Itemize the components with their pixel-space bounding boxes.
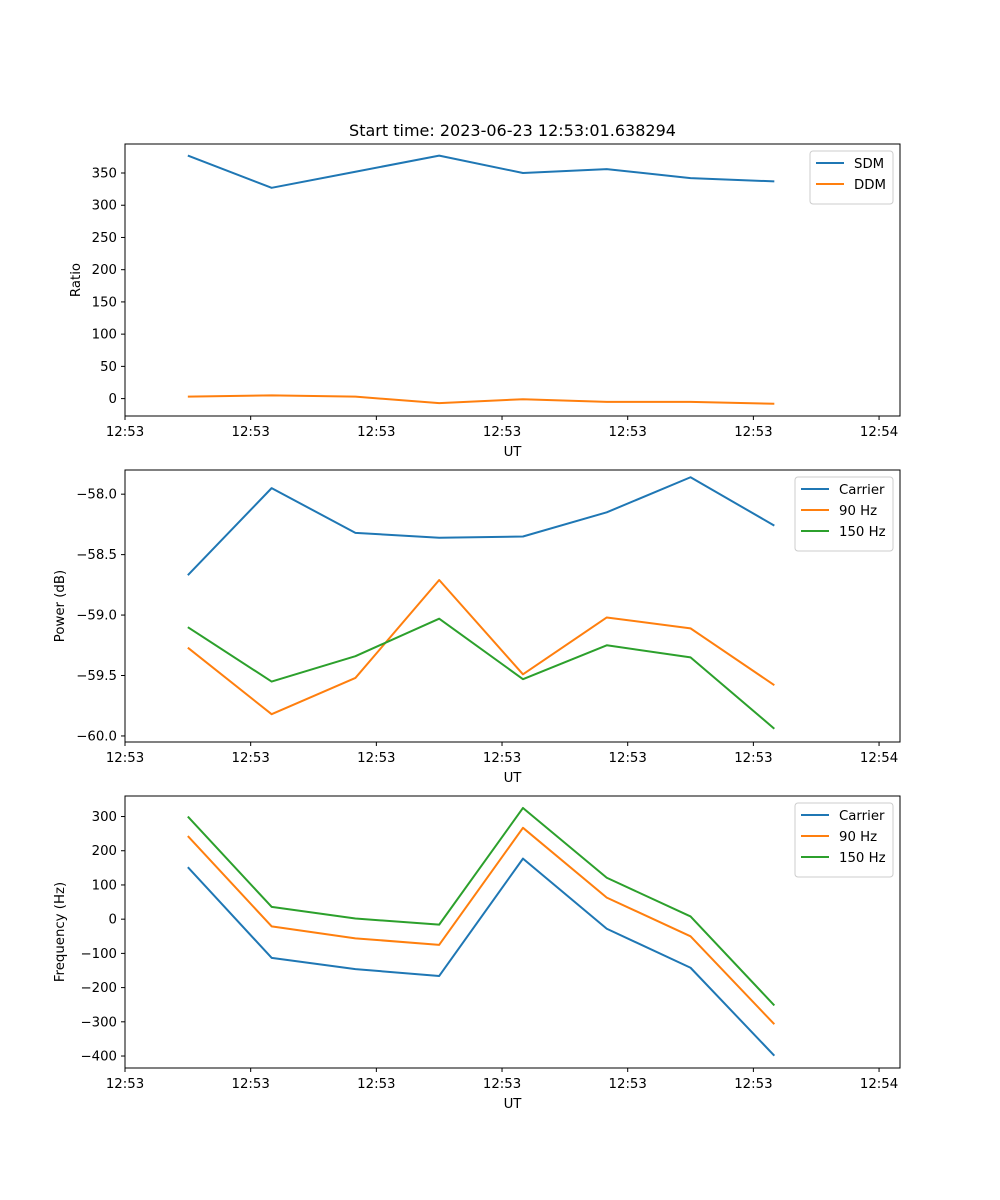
series-line-90-hz	[187, 826, 776, 1025]
x-axis-label: UT	[504, 445, 523, 460]
axes-frame	[124, 795, 901, 1069]
y-tick-label: 300	[92, 199, 117, 214]
legend-label: SDM	[854, 157, 884, 172]
y-tick-label: 0	[109, 392, 117, 407]
legend-box	[794, 802, 894, 878]
series-line-carrier	[187, 476, 775, 576]
y-tick-label: −58.0	[76, 488, 117, 503]
y-tick-label: −100	[80, 947, 117, 962]
y-tick-label: 0	[109, 913, 117, 928]
series-line-150-hz	[187, 617, 775, 730]
x-tick-label: 12:53	[609, 425, 647, 440]
x-tick-label: 12:53	[106, 751, 144, 766]
legend: SDM DDM	[809, 150, 894, 205]
series-line-90-hz	[187, 579, 775, 716]
y-tick-label: −400	[80, 1050, 117, 1065]
legend-label: 90 Hz	[839, 830, 877, 845]
x-tick-label: 12:53	[483, 1077, 521, 1092]
series-line-150-hz	[187, 806, 776, 1007]
y-tick-label: 200	[92, 844, 117, 859]
x-axis-label: UT	[504, 771, 523, 786]
x-tick-label: 12:54	[860, 1077, 898, 1092]
y-tick-label: 350	[92, 167, 117, 182]
y-tick-label: −59.0	[76, 609, 117, 624]
subplot-2: 12:53 12:53 12:53 12:53 12:53 12:53 12:54 −58.0…	[53, 469, 901, 786]
x-tick-label: 12:53	[483, 751, 521, 766]
x-tick-label: 12:53	[106, 1077, 144, 1092]
legend-label: Carrier	[839, 809, 885, 824]
legend: Carrier 90 Hz 150 Hz	[794, 802, 894, 878]
y-tick-label: 100	[92, 328, 117, 343]
series-line-carrier	[187, 857, 776, 1057]
x-tick-label: 12:53	[232, 1077, 270, 1092]
y-tick-label: 200	[92, 263, 117, 278]
x-tick-label: 12:53	[609, 751, 647, 766]
legend-label: Carrier	[839, 483, 885, 498]
y-tick-label: 100	[92, 878, 117, 893]
legend: Carrier 90 Hz 150 Hz	[794, 476, 894, 552]
series-line-ddm	[187, 394, 775, 405]
x-tick-label: 12:53	[106, 425, 144, 440]
x-tick-label: 12:53	[734, 425, 772, 440]
x-tick-label: 12:53	[483, 425, 521, 440]
y-axis-label: Ratio	[69, 263, 84, 297]
axes-frame	[124, 143, 901, 417]
y-tick-label: 250	[92, 231, 117, 246]
y-tick-label: 300	[92, 810, 117, 825]
y-tick-label: −300	[80, 1015, 117, 1030]
x-tick-label: 12:53	[232, 751, 270, 766]
x-tick-label: 12:53	[357, 751, 395, 766]
legend-box	[794, 476, 894, 552]
y-tick-label: −200	[80, 981, 117, 996]
x-tick-label: 12:53	[357, 425, 395, 440]
subplot-3: 12:53 12:53 12:53 12:53 12:53 12:53 12:54 300 20…	[53, 795, 901, 1112]
x-tick-label: 12:53	[609, 1077, 647, 1092]
y-tick-label: −60.0	[76, 729, 117, 744]
y-axis-label: Power (dB)	[53, 570, 68, 642]
legend-box	[809, 150, 894, 205]
legend-label: DDM	[854, 178, 886, 193]
y-tick-label: 150	[92, 295, 117, 310]
x-tick-label: 12:53	[357, 1077, 395, 1092]
legend-label: 150 Hz	[839, 525, 886, 540]
y-tick-label: −59.5	[76, 669, 117, 684]
x-tick-label: 12:54	[860, 751, 898, 766]
legend-label: 90 Hz	[839, 504, 877, 519]
subplot-1: 12:53 12:53 12:53 12:53 12:53 12:53 12:54 0 50 10…	[69, 143, 901, 460]
x-tick-label: 12:54	[860, 425, 898, 440]
y-axis-label: Frequency (Hz)	[53, 882, 68, 982]
axes-frame	[124, 469, 901, 743]
x-tick-label: 12:53	[734, 751, 772, 766]
series-line-sdm	[187, 154, 775, 189]
legend-label: 150 Hz	[839, 851, 886, 866]
y-tick-label: −58.5	[76, 548, 117, 563]
x-tick-label: 12:53	[232, 425, 270, 440]
subplots: 12:53 12:53 12:53 12:53 12:53 12:53 12:54 0 50 10…	[53, 143, 901, 1112]
x-tick-label: 12:53	[734, 1077, 772, 1092]
figure-title: Start time: 2023-06-23 12:53:01.638294	[349, 121, 676, 140]
y-tick-label: 50	[100, 360, 117, 375]
x-axis-label: UT	[504, 1097, 523, 1112]
